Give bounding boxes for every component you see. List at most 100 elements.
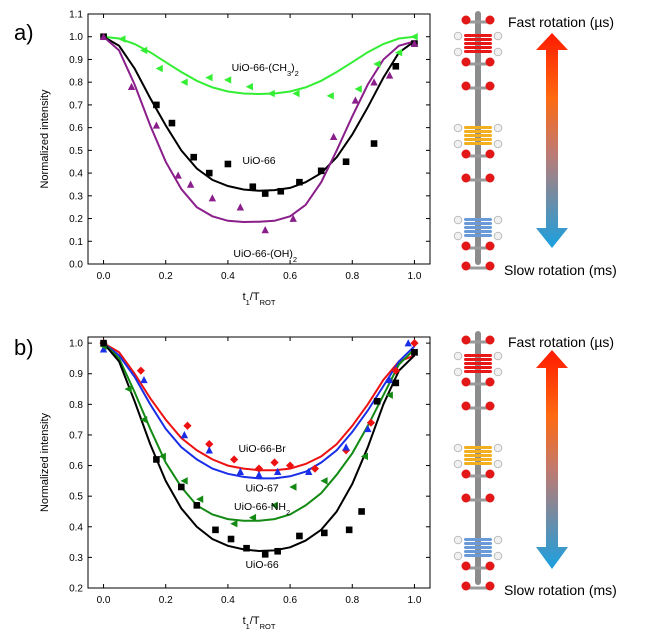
oxygen-atom (485, 81, 495, 91)
rotation-arrow-b (536, 350, 568, 569)
rotation-arrow-a (536, 33, 568, 248)
data-point-uio-66 (193, 502, 201, 509)
data-point-uio-67 (305, 467, 313, 475)
hydrogen-atom (453, 139, 463, 149)
phenyl-ring (464, 542, 492, 545)
data-point-uio-66-nh2 (180, 477, 188, 485)
data-point-uio-66 (243, 544, 250, 552)
panel-a-letter: a) (14, 20, 34, 45)
data-point-uio-66-nh2 (140, 415, 148, 424)
y-tick-label: 0.9 (69, 55, 83, 66)
hydrogen-atom (453, 231, 463, 241)
y-tick-label: 0.0 (69, 260, 83, 271)
data-point-uio-66-br (183, 421, 192, 430)
oxygen-atom (461, 561, 471, 571)
data-point-uio-66-nh2 (248, 513, 257, 522)
plot-frame (87, 336, 431, 589)
x-tick-label: 0.4 (221, 271, 235, 282)
data-point-uio-66-oh-2 (174, 171, 182, 179)
hydrogen-atom (493, 535, 503, 545)
oxygen-atom (485, 149, 495, 159)
data-point-uio-67 (140, 375, 148, 384)
oxygen-atom (461, 581, 471, 591)
oxygen-atom (461, 261, 471, 271)
oxygen-atom (461, 81, 471, 91)
data-point-uio-66-ch3-2 (373, 60, 381, 68)
series-label: UiO-67 (245, 483, 278, 495)
hydrogen-atom (453, 215, 463, 225)
series-label: UiO-66 (245, 559, 278, 571)
data-point-uio-66 (205, 169, 213, 177)
phenyl-ring (464, 462, 492, 465)
series-label: UiO-66-(CH3)2 (232, 62, 299, 78)
data-point-uio-66 (277, 187, 285, 195)
phenyl-ring (464, 34, 492, 37)
x-tick-label: 0.0 (97, 271, 111, 282)
hydrogen-atom (453, 551, 463, 561)
data-point-uio-66 (296, 532, 303, 540)
y-tick-label: 0.1 (69, 237, 83, 248)
hydrogen-atom (493, 139, 503, 149)
y-tick-label: 0.9 (69, 369, 83, 380)
series-label: UiO-66-NH2 (234, 501, 290, 517)
phenyl-ring (464, 38, 492, 41)
hydrogen-atom (453, 367, 463, 377)
phenyl-ring (464, 230, 492, 233)
phenyl-ring (464, 538, 492, 541)
data-point-uio-66-nh2 (124, 385, 132, 393)
data-point-uio-66-br (410, 339, 419, 348)
data-point-uio-66 (392, 62, 400, 70)
y-tick-label: 1.0 (69, 32, 83, 43)
data-point-uio-66 (373, 397, 381, 405)
oxygen-atom (461, 57, 471, 67)
data-point-uio-66-oh-2 (99, 32, 108, 41)
x-tick-label: 0.8 (345, 595, 359, 606)
phenyl-ring (464, 366, 492, 369)
data-point-uio-66-oh-2 (127, 82, 136, 91)
oxygen-atom (461, 241, 471, 251)
data-point-uio-66-ch3-2 (267, 89, 275, 98)
oxygen-atom (485, 561, 495, 571)
phenyl-ring (464, 50, 492, 53)
fit-line-uio-66-oh-2 (102, 35, 415, 224)
phenyl-ring (464, 546, 492, 549)
y-tick-label: 0.6 (69, 461, 83, 472)
data-point-uio-66 (411, 349, 418, 356)
y-tick-label: 0.2 (69, 214, 83, 225)
phenyl-ring (464, 134, 492, 137)
oxygen-atom (485, 241, 495, 251)
data-point-uio-66 (153, 456, 160, 463)
data-point-uio-67 (236, 467, 245, 475)
x-tick-label: 0.2 (159, 595, 173, 606)
oxygen-atom (485, 261, 495, 271)
oxygen-atom (485, 377, 495, 387)
data-point-uio-66-oh-2 (186, 180, 195, 188)
phenyl-ring (464, 222, 492, 225)
y-axis-label: Normalized intensity (39, 412, 51, 512)
oxygen-atom (485, 581, 495, 591)
data-point-uio-66 (168, 119, 176, 127)
series-label: UiO-66 (242, 155, 275, 167)
data-point-uio-66 (342, 158, 350, 166)
phenyl-ring (464, 126, 492, 129)
phenyl-ring (464, 370, 492, 373)
y-tick-label: 0.2 (69, 584, 83, 595)
phenyl-ring (464, 550, 492, 553)
phenyl-ring (464, 46, 492, 49)
y-tick-label: 0.7 (69, 430, 83, 441)
fast-rotation-label-b: Fast rotation (µs) (508, 334, 614, 350)
data-point-uio-66-oh-2 (351, 96, 360, 104)
y-tick-label: 0.4 (69, 169, 83, 180)
phenyl-ring (464, 226, 492, 229)
data-point-uio-66 (320, 529, 328, 537)
data-point-uio-66-br (230, 455, 239, 464)
y-axis-label: Normalized intensity (39, 89, 51, 189)
phenyl-ring (464, 142, 492, 145)
data-point-uio-66 (224, 160, 232, 168)
hydrogen-atom (493, 459, 503, 469)
data-point-uio-66-nh2 (360, 452, 369, 461)
data-point-uio-66-ch3-2 (410, 33, 418, 41)
data-point-uio-66 (358, 508, 365, 515)
phenyl-ring (464, 450, 492, 453)
